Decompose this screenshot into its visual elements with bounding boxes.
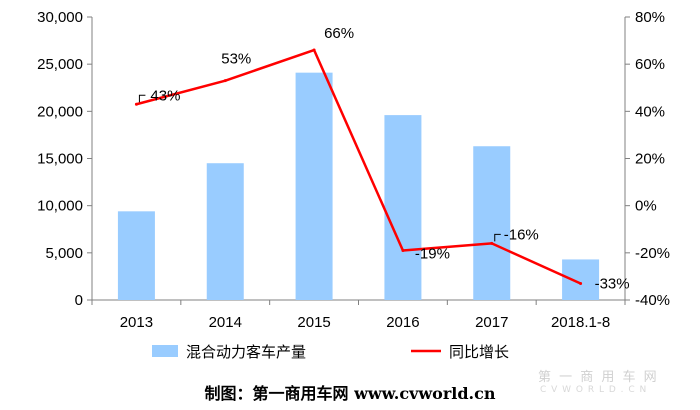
- line-data-label: 43%: [150, 87, 180, 104]
- left-tick-label: 5,000: [45, 245, 83, 262]
- line-point: [134, 102, 138, 106]
- line-data-label: 66%: [324, 25, 354, 42]
- x-tick-label: 2013: [120, 314, 153, 331]
- bar: [206, 163, 244, 300]
- line-point: [223, 79, 227, 83]
- legend-line-label: 同比增长: [449, 343, 509, 361]
- left-tick-label: 20,000: [37, 103, 83, 120]
- line-data-label: 53%: [221, 51, 251, 68]
- right-tick-label: -20%: [635, 245, 670, 262]
- right-tick-label: 40%: [635, 103, 665, 120]
- line-series: [134, 48, 583, 285]
- label-leader: [494, 233, 501, 242]
- right-tick-label: -40%: [635, 292, 670, 309]
- line-data-label: -19%: [415, 245, 450, 262]
- left-tick-label: 10,000: [37, 198, 83, 215]
- line-point: [490, 241, 494, 245]
- left-tick-label: 25,000: [37, 56, 83, 73]
- bar: [117, 211, 155, 300]
- line-point: [401, 248, 405, 252]
- bar: [473, 146, 511, 300]
- data-labels: 43% 53% 66% -19% -16% -33%: [138, 25, 630, 292]
- bar: [384, 115, 422, 301]
- growth-line: [136, 48, 582, 285]
- line-point: [579, 281, 583, 285]
- bar: [562, 259, 600, 300]
- x-tick-label: 2018.1-8: [551, 314, 610, 331]
- x-tick-label: 2017: [475, 314, 508, 331]
- right-tick-label: 80%: [635, 9, 665, 26]
- line-data-label: -16%: [504, 226, 539, 243]
- x-tick-label: 2014: [209, 314, 242, 331]
- watermark-logo: 第 一 商 用 车 网: [538, 370, 659, 385]
- x-tick-label: 2015: [297, 314, 330, 331]
- bar-series: [117, 72, 600, 301]
- right-tick-label: 0%: [635, 198, 657, 215]
- label-leader: [138, 94, 146, 103]
- line-data-label: -33%: [595, 275, 630, 292]
- line-point: [312, 48, 316, 52]
- bar: [295, 72, 333, 300]
- legend: 混合动力客车产量 同比增长: [152, 343, 509, 361]
- legend-bar-swatch: [152, 345, 178, 357]
- watermark-url: C V W O R L D . C N: [540, 385, 648, 395]
- combo-chart: 0 5,000 10,000 15,000 20,000 25,000 30,000 -40%…: [37, 9, 670, 361]
- left-tick-label: 0: [75, 292, 83, 309]
- axes: 0 5,000 10,000 15,000 20,000 25,000 30,000 -40%…: [37, 9, 670, 331]
- left-tick-label: 30,000: [37, 9, 83, 26]
- right-tick-label: 20%: [635, 151, 665, 168]
- legend-bar-label: 混合动力客车产量: [186, 343, 306, 361]
- right-tick-label: 60%: [635, 56, 665, 73]
- chart-credit: 制图：第一商用车网 www.cvworld.cn: [204, 384, 496, 403]
- left-tick-label: 15,000: [37, 151, 83, 168]
- x-tick-label: 2016: [386, 314, 419, 331]
